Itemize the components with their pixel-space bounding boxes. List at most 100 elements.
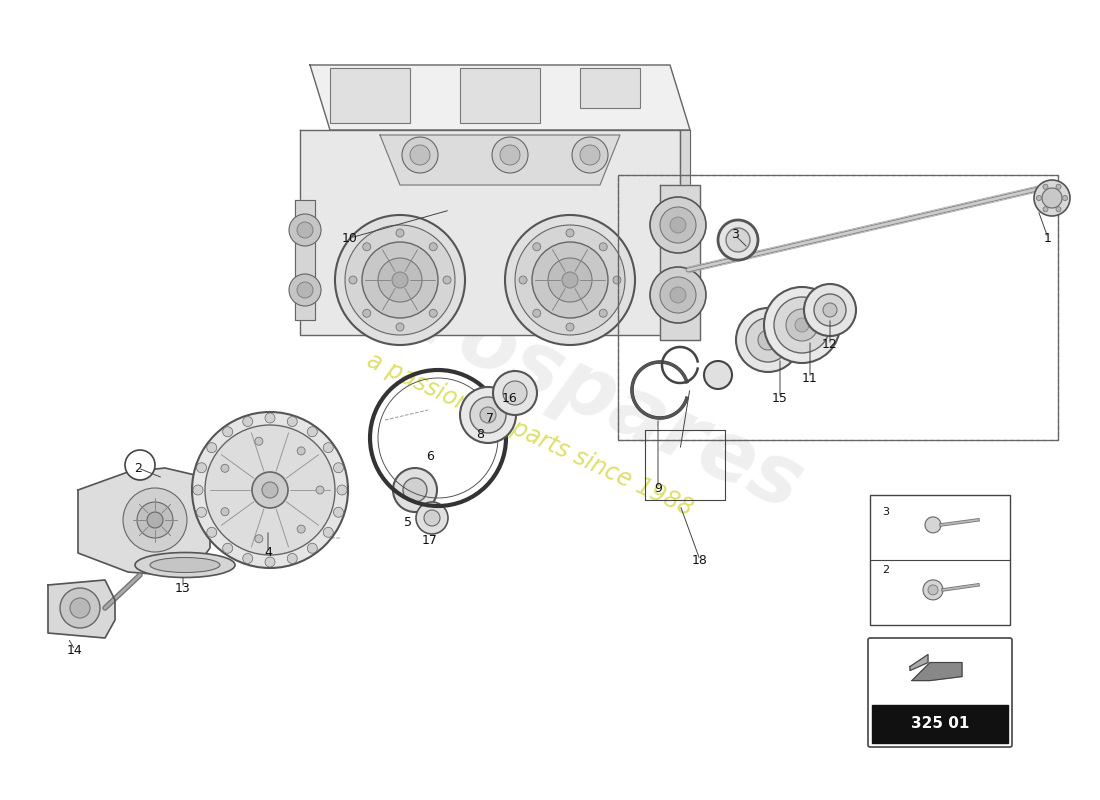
Circle shape [207, 527, 217, 538]
Circle shape [493, 371, 537, 415]
Circle shape [460, 387, 516, 443]
Circle shape [205, 425, 336, 555]
Circle shape [392, 272, 408, 288]
Circle shape [726, 228, 750, 252]
Circle shape [363, 310, 371, 318]
Circle shape [519, 276, 527, 284]
Circle shape [1036, 195, 1042, 201]
Circle shape [1056, 184, 1062, 190]
Circle shape [297, 222, 313, 238]
Circle shape [492, 137, 528, 173]
Circle shape [307, 543, 317, 554]
Circle shape [396, 323, 404, 331]
Circle shape [222, 426, 233, 437]
Circle shape [349, 276, 358, 284]
Circle shape [566, 229, 574, 237]
Text: 4: 4 [264, 546, 272, 559]
Circle shape [207, 442, 217, 453]
Circle shape [333, 462, 343, 473]
Text: 1: 1 [1044, 231, 1052, 245]
Text: 6: 6 [426, 450, 433, 463]
Text: 2: 2 [134, 462, 142, 474]
Circle shape [764, 287, 840, 363]
Bar [870, 495, 1010, 625]
Text: 16: 16 [502, 391, 518, 405]
Circle shape [786, 309, 818, 341]
Circle shape [362, 242, 438, 318]
Circle shape [774, 297, 830, 353]
Circle shape [470, 397, 506, 433]
Text: 13: 13 [175, 582, 191, 594]
Polygon shape [295, 200, 315, 320]
Circle shape [197, 507, 207, 518]
Text: 5: 5 [404, 517, 412, 530]
Circle shape [221, 464, 229, 472]
Circle shape [424, 510, 440, 526]
Circle shape [403, 478, 427, 502]
Circle shape [613, 276, 621, 284]
Circle shape [429, 242, 437, 250]
Text: 3: 3 [732, 229, 739, 242]
Bar [460, 68, 540, 123]
Polygon shape [872, 705, 1008, 743]
Circle shape [923, 580, 943, 600]
Circle shape [192, 485, 204, 495]
Bar [618, 175, 1058, 440]
Text: 11: 11 [802, 371, 818, 385]
Circle shape [804, 284, 856, 336]
Circle shape [262, 482, 278, 498]
Text: eurospares: eurospares [304, 232, 816, 528]
Circle shape [1043, 206, 1048, 212]
Circle shape [532, 242, 541, 250]
Polygon shape [680, 130, 690, 335]
Circle shape [1063, 195, 1067, 201]
Circle shape [718, 220, 758, 260]
Circle shape [287, 417, 297, 426]
Circle shape [197, 462, 207, 473]
Circle shape [289, 214, 321, 246]
Bar [580, 68, 640, 108]
Circle shape [480, 407, 496, 423]
Circle shape [307, 426, 317, 437]
Circle shape [429, 310, 437, 318]
Circle shape [265, 413, 275, 423]
Circle shape [323, 527, 333, 538]
Circle shape [337, 485, 346, 495]
Circle shape [396, 229, 404, 237]
Circle shape [823, 303, 837, 317]
Circle shape [289, 274, 321, 306]
Circle shape [192, 412, 348, 568]
Circle shape [255, 438, 263, 446]
Circle shape [928, 585, 938, 595]
Circle shape [333, 507, 343, 518]
Text: 14: 14 [67, 643, 82, 657]
Text: 7: 7 [486, 411, 494, 425]
Circle shape [503, 381, 527, 405]
Circle shape [1056, 206, 1062, 212]
Text: a passion for parts since 1988: a passion for parts since 1988 [363, 349, 696, 522]
Circle shape [323, 442, 333, 453]
Circle shape [650, 267, 706, 323]
Circle shape [1034, 180, 1070, 216]
Text: 17: 17 [422, 534, 438, 546]
Circle shape [600, 242, 607, 250]
Circle shape [600, 310, 607, 318]
Polygon shape [48, 580, 116, 638]
Circle shape [580, 145, 600, 165]
Circle shape [532, 310, 541, 318]
Bar [618, 175, 1058, 440]
Text: 10: 10 [342, 231, 358, 245]
Circle shape [660, 277, 696, 313]
Text: 15: 15 [772, 391, 788, 405]
Circle shape [222, 543, 233, 554]
Text: 325 01: 325 01 [911, 715, 969, 730]
Circle shape [670, 217, 686, 233]
Circle shape [147, 512, 163, 528]
Ellipse shape [150, 558, 220, 573]
Circle shape [297, 447, 305, 455]
Polygon shape [910, 654, 928, 670]
Circle shape [572, 137, 608, 173]
Circle shape [925, 517, 940, 533]
Text: 3: 3 [882, 507, 889, 517]
Circle shape [548, 258, 592, 302]
